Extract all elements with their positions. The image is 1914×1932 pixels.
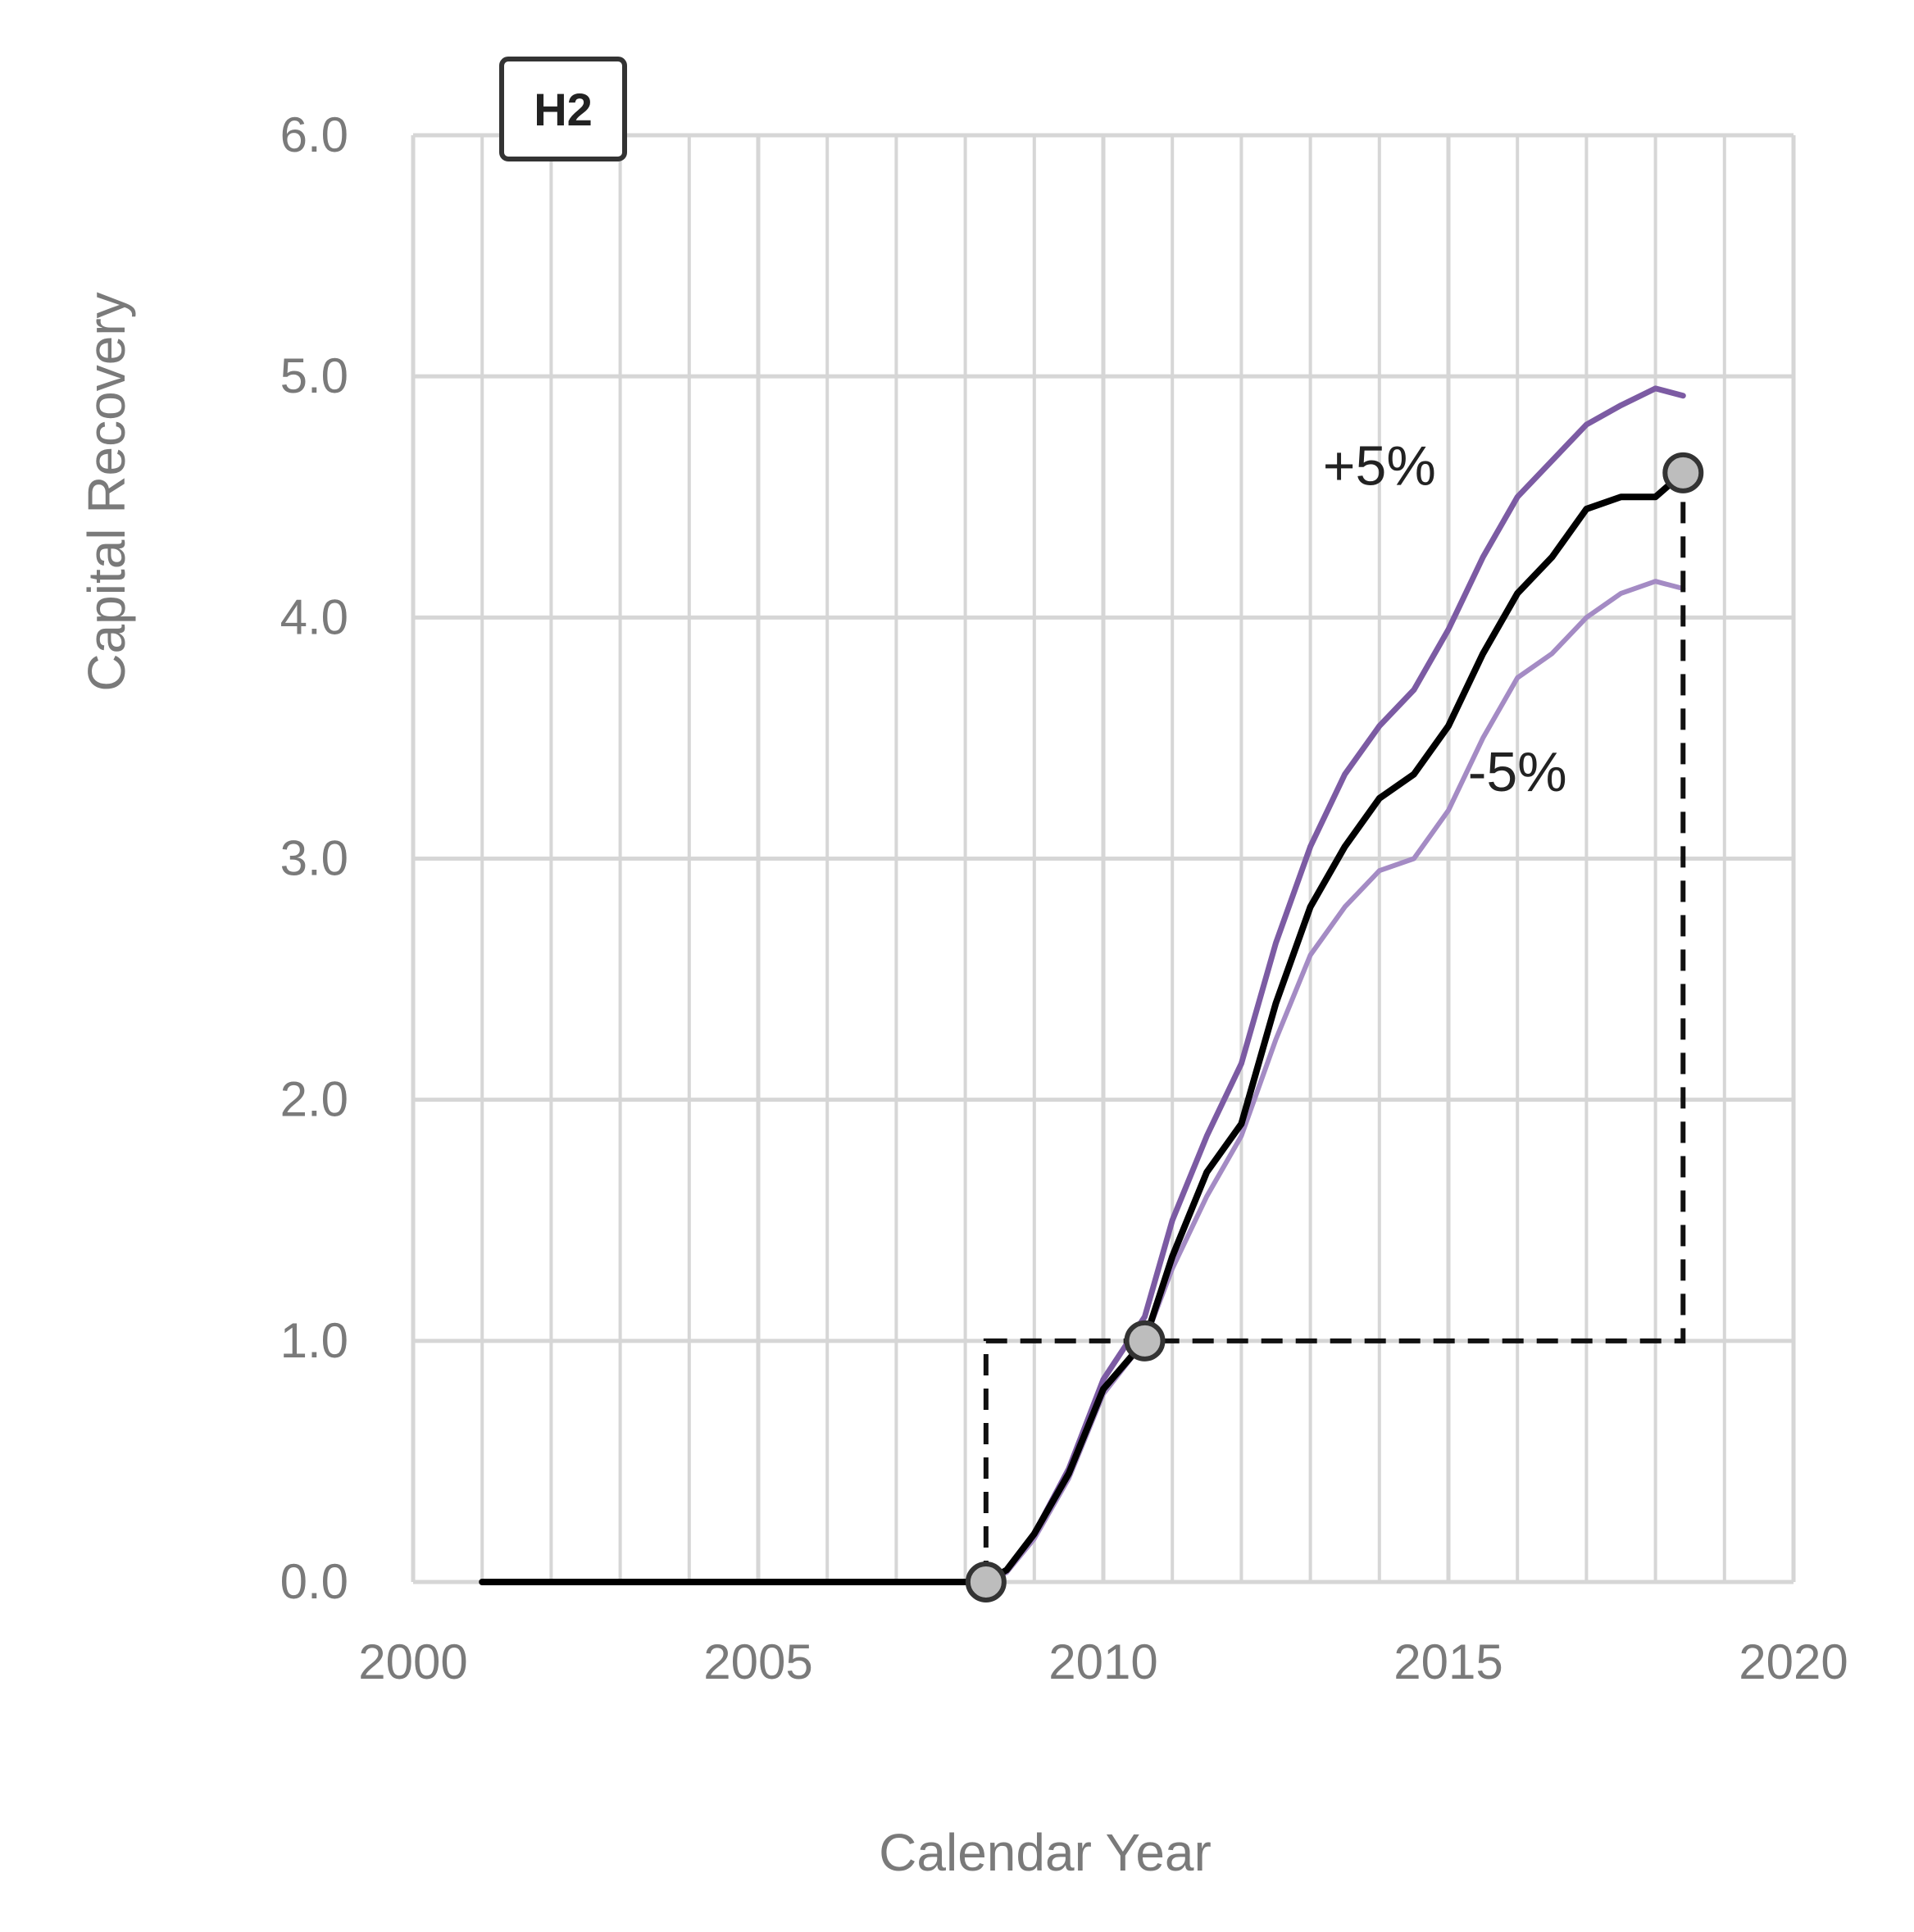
- series-layer: [479, 385, 1687, 1585]
- y-tick-label: 4.0: [280, 589, 348, 644]
- x-tick-label: 2010: [1048, 1634, 1157, 1689]
- data-marker-0: [965, 1562, 1007, 1602]
- dashed-guide-line: [983, 472, 1686, 1582]
- data-marker-2: [1662, 452, 1704, 493]
- y-tick-label: 2.0: [280, 1072, 348, 1127]
- annotation-layer: +5% -5%: [1323, 435, 1567, 804]
- series-line-0: [479, 469, 1687, 1585]
- marker-layer: [965, 452, 1704, 1602]
- tick-labels: 2000 2005 2010 2015 2020 0.0 1.0 2.0 3.0 4.0 5.0 6.…: [280, 107, 1848, 1689]
- y-tick-label: 1.0: [280, 1313, 348, 1368]
- panel-label-box: [499, 57, 627, 161]
- y-tick-label: 3.0: [280, 831, 348, 886]
- data-marker-1: [1124, 1320, 1166, 1361]
- y-tick-label: 0.0: [280, 1554, 348, 1609]
- y-axis-title: Capital Recovery: [77, 292, 136, 691]
- series-line-1: [479, 385, 1686, 1585]
- series-annotation-0: +5%: [1323, 435, 1436, 498]
- x-tick-label: 2005: [703, 1634, 812, 1689]
- guide-layer: [983, 472, 1686, 1582]
- x-tick-label: 2015: [1393, 1634, 1503, 1689]
- y-tick-label: 5.0: [280, 348, 348, 403]
- x-axis-title: Calendar Year: [879, 1823, 1212, 1882]
- x-tick-label: 2000: [358, 1634, 467, 1689]
- y-tick-label: 6.0: [280, 107, 348, 162]
- series-annotation-1: -5%: [1468, 741, 1567, 803]
- panel-label-text: H2: [534, 84, 593, 135]
- x-tick-label: 2020: [1739, 1634, 1848, 1689]
- panel-label: H2: [499, 57, 627, 161]
- grid-lines: [411, 133, 1796, 1584]
